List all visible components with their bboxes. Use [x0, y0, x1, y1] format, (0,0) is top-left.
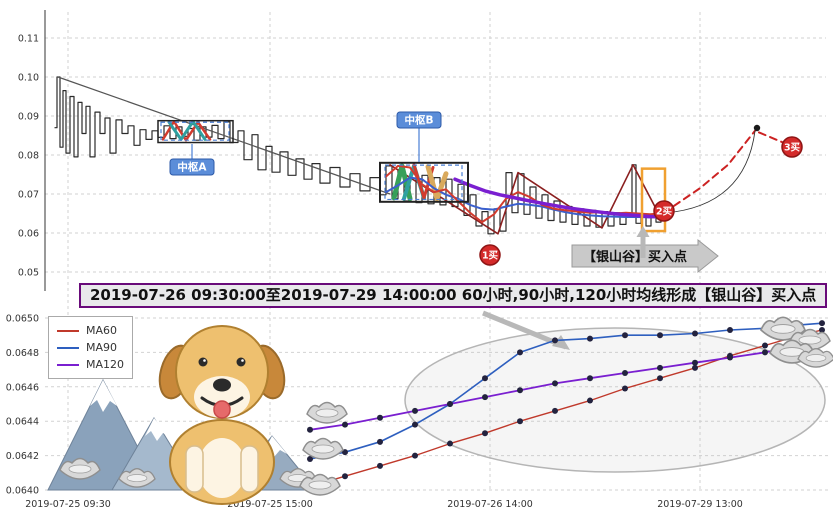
svg-text:0.11: 0.11: [18, 34, 39, 45]
svg-text:中枢A: 中枢A: [177, 161, 207, 174]
svg-text:0.0648: 0.0648: [6, 348, 39, 359]
svg-text:中枢B: 中枢B: [404, 114, 433, 127]
svg-text:2019-07-26 14:00: 2019-07-26 14:00: [447, 499, 533, 510]
valley-highlight-ellipse: [404, 327, 826, 473]
svg-text:3买: 3买: [784, 143, 801, 154]
buy-marker-2: [653, 200, 675, 222]
ma90-line-swatch: [57, 346, 79, 349]
pivot-b-stroke-tan: [425, 164, 449, 202]
pivot-a-stroke-teal: [167, 120, 207, 141]
pivot-box-a: [157, 119, 234, 144]
svg-text:【银山谷】买入点: 【银山谷】买入点: [583, 249, 687, 265]
legend-item-ma60: MA60: [57, 322, 124, 339]
segment-zigzag: [389, 164, 662, 235]
svg-text:0.08: 0.08: [18, 151, 39, 162]
buy-marker-1: [479, 244, 501, 266]
down-trendline: [57, 76, 391, 195]
projection-curve: [664, 130, 756, 214]
legend-item-ma120: MA120: [57, 356, 124, 373]
legend-label-ma90: MA90: [86, 341, 118, 354]
svg-text:0.0646: 0.0646: [6, 382, 39, 393]
top-price-chart: 0.11 0.10 0.09 0.08 0.07 0.06 0.05 中枢A 中枢B 【银山谷】买…: [18, 10, 826, 291]
svg-text:0.10: 0.10: [18, 73, 39, 84]
svg-text:1买: 1买: [482, 251, 499, 262]
svg-text:2买: 2买: [656, 207, 673, 218]
snow-cap: [145, 418, 169, 441]
pivot-box-a-dashed: [160, 121, 230, 141]
ma-legend: MA60 MA90 MA120: [48, 316, 134, 379]
snow-cap: [90, 380, 117, 412]
silver-ingot-icon: [299, 473, 341, 496]
projection-dot: [753, 124, 761, 132]
dog-nose: [213, 378, 231, 392]
dog-tongue: [213, 400, 231, 419]
legend-label-ma60: MA60: [86, 324, 118, 337]
svg-text:2019-07-29 13:00: 2019-07-29 13:00: [657, 499, 743, 510]
snow-cap: [264, 436, 287, 457]
pivot-box-b: [379, 161, 469, 203]
ma90-line: [309, 322, 823, 460]
svg-text:0.0642: 0.0642: [6, 451, 39, 462]
svg-text:0.05: 0.05: [18, 268, 39, 279]
svg-text:2019-07-25 15:00: 2019-07-25 15:00: [227, 499, 313, 510]
ma90-top-line: [385, 176, 662, 219]
svg-text:0.0640: 0.0640: [6, 486, 39, 497]
legend-label-ma120: MA120: [86, 358, 125, 371]
silver-ingot-icon: [302, 437, 344, 460]
projection-dashed-1: [663, 129, 756, 214]
ma120-line: [309, 341, 823, 431]
pivot-box-b-dashed: [384, 164, 463, 201]
ma60-line: [309, 329, 823, 488]
buy-marker-3: [781, 136, 803, 158]
decorations: [47, 316, 833, 505]
silver-ingot-icon: [59, 457, 101, 480]
golden-retriever-illustration: [158, 325, 286, 505]
vertical-gridlines: [67, 12, 701, 491]
silver-ingot-icon: [118, 467, 156, 488]
ma120-top-line: [453, 177, 667, 219]
ma120-line-swatch: [57, 363, 79, 366]
projection-dashed-2: [758, 131, 784, 144]
silver-ingot-icon: [306, 401, 348, 424]
svg-text:0.0644: 0.0644: [6, 417, 39, 428]
svg-text:0.07: 0.07: [18, 190, 39, 201]
ma60-line-swatch: [57, 329, 79, 332]
legend-item-ma90: MA90: [57, 339, 124, 356]
pivot-callout: [169, 158, 215, 176]
svg-text:0.0650: 0.0650: [6, 314, 39, 325]
pivot-callout: [396, 111, 442, 129]
svg-text:0.06: 0.06: [18, 229, 39, 240]
svg-text:0.09: 0.09: [18, 112, 39, 123]
signal-banner: 2019-07-26 09:30:00至2019-07-29 14:00:00 …: [79, 283, 828, 308]
silver-ingot-icon: [797, 347, 833, 368]
buy2-highlight-box: [640, 167, 667, 233]
svg-text:2019-07-25 09:30: 2019-07-25 09:30: [25, 499, 111, 510]
